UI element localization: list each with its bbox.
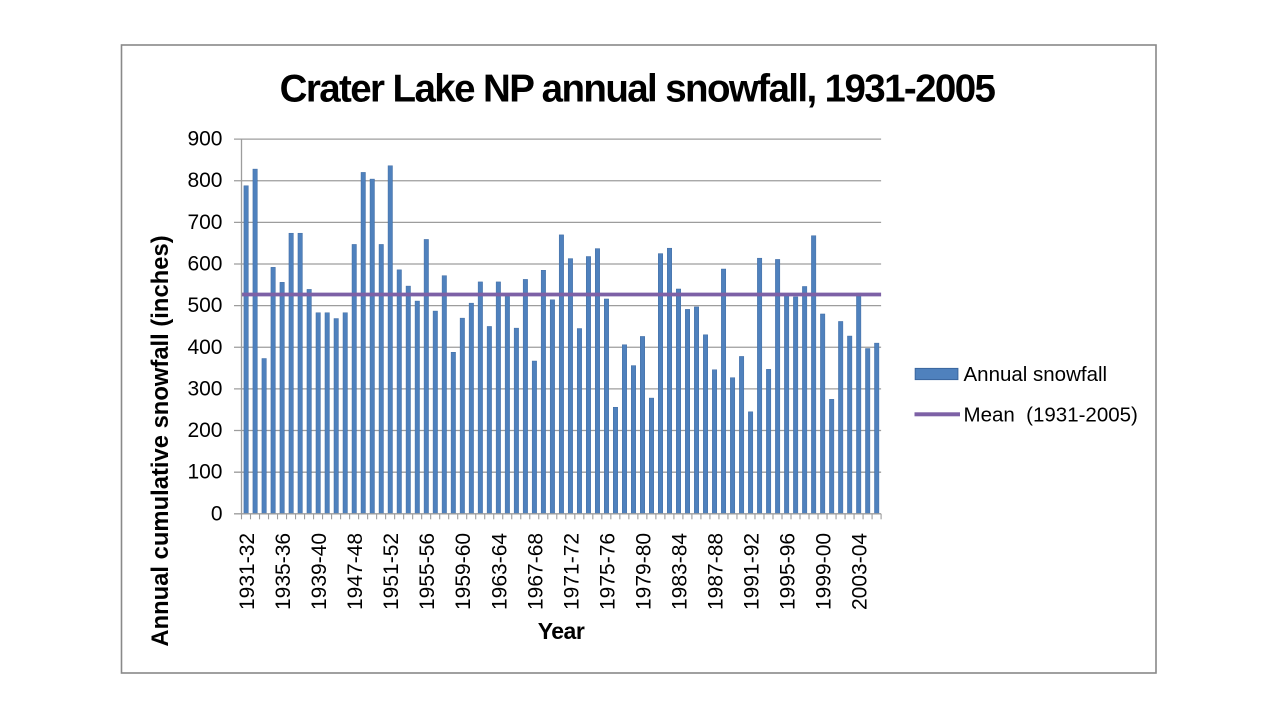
svg-text:1979-80: 1979-80 (632, 533, 655, 610)
svg-text:1955-56: 1955-56 (416, 533, 439, 610)
svg-text:Crater Lake NP annual snowfall: Crater Lake NP annual snowfall, 1931-200… (280, 68, 996, 111)
svg-text:1939-40: 1939-40 (308, 533, 331, 610)
svg-text:1975-76: 1975-76 (596, 533, 619, 610)
svg-text:1967-68: 1967-68 (524, 533, 547, 610)
svg-text:700: 700 (187, 211, 222, 234)
svg-text:Annual snowfall: Annual snowfall (964, 363, 1108, 386)
svg-text:300: 300 (187, 377, 222, 400)
svg-text:100: 100 (187, 461, 222, 484)
svg-text:500: 500 (187, 294, 222, 317)
svg-text:1983-84: 1983-84 (668, 533, 691, 610)
svg-text:900: 900 (187, 128, 222, 151)
svg-text:1959-60: 1959-60 (452, 533, 475, 610)
svg-text:1971-72: 1971-72 (560, 533, 583, 610)
svg-text:200: 200 (187, 419, 222, 442)
svg-text:1935-36: 1935-36 (272, 533, 295, 610)
svg-text:1995-96: 1995-96 (777, 533, 800, 610)
svg-text:600: 600 (187, 253, 222, 276)
svg-text:Year: Year (538, 618, 585, 644)
svg-text:Mean (1931-2005): Mean (1931-2005) (964, 404, 1138, 427)
svg-text:0: 0 (211, 502, 223, 525)
svg-text:1947-48: 1947-48 (344, 533, 367, 610)
svg-text:1931-32: 1931-32 (236, 533, 259, 610)
svg-text:1963-64: 1963-64 (488, 533, 511, 610)
svg-text:1987-88: 1987-88 (704, 533, 727, 610)
svg-text:1991-92: 1991-92 (740, 533, 763, 610)
svg-text:1951-52: 1951-52 (380, 533, 403, 610)
svg-text:800: 800 (187, 169, 222, 192)
svg-text:1999-00: 1999-00 (813, 533, 836, 610)
svg-text:400: 400 (187, 336, 222, 359)
svg-text:Annual cumulative snowfall (in: Annual cumulative snowfall (inches) (147, 235, 174, 646)
svg-text:2003-04: 2003-04 (849, 533, 872, 610)
